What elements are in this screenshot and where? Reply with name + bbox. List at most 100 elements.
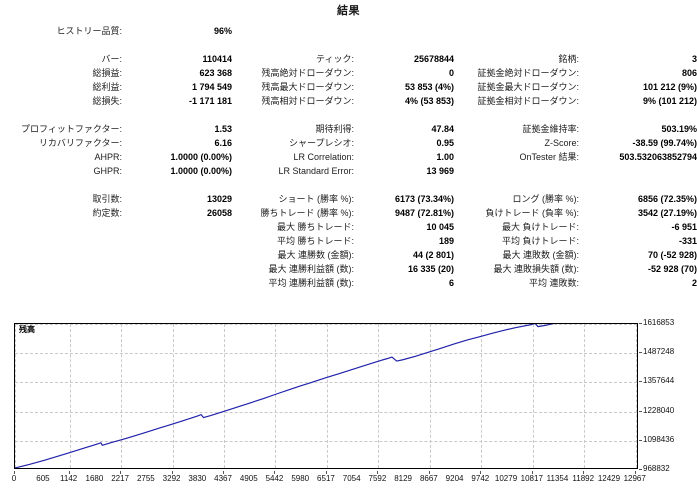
- x-tick-mark: [428, 471, 430, 474]
- stats-row: 最大 連勝利益額 (数): 16 335 (20) 最大 連敗損失額 (数): -52…: [0, 262, 697, 276]
- gridline-vertical: [532, 324, 534, 468]
- y-tick-label: 1228040: [643, 405, 675, 415]
- x-tick-label: 3292: [162, 474, 181, 483]
- stats-row: プロフィットファクター: 1.53 期待利得: 47.84 証拠金維持率: 503.19%: [0, 122, 697, 136]
- x-tick-label: 11892: [572, 474, 595, 483]
- stat-label: ショート (勝率 %):: [278, 194, 355, 204]
- stat-label: [0, 276, 122, 290]
- stat-label: Z-Score:: [544, 138, 579, 148]
- gridline-vertical: [429, 324, 431, 468]
- spacer-cell: [0, 178, 697, 192]
- x-tick-label: 5980: [291, 474, 310, 483]
- stats-row-spacer: [0, 178, 697, 192]
- gridline-vertical: [69, 324, 71, 468]
- stat-value: [579, 24, 697, 38]
- stat-label: 期待利得:: [315, 124, 354, 134]
- gridline-vertical: [121, 324, 123, 468]
- stats-row: 総利益: 1 794 549 残高最大ドローダウン: 53 853 (4%) 証拠金最大…: [0, 80, 697, 94]
- gridline-vertical: [224, 324, 226, 468]
- y-tick-mark: [639, 323, 642, 324]
- stats-row: 平均 連勝利益額 (数): 6 平均 連敗数: 2: [0, 276, 697, 290]
- stat-label: 残高絶対ドローダウン:: [261, 68, 354, 78]
- stat-value: 503.532063852794: [619, 152, 697, 162]
- stat-value: 1 794 549: [191, 82, 232, 92]
- stat-value: 503.19%: [661, 124, 697, 134]
- x-tick-mark: [68, 471, 70, 474]
- stat-value: 110414: [202, 54, 232, 64]
- gridline-vertical: [275, 324, 277, 468]
- stat-label: 平均 連勝利益額 (数):: [268, 278, 355, 288]
- y-tick-mark: [639, 410, 642, 412]
- stat-value: [579, 164, 697, 178]
- y-tick-label: 1616853: [643, 318, 675, 327]
- chart-plot-area: 残高: [14, 323, 638, 469]
- y-tick-label: 968832: [643, 464, 670, 473]
- stat-value: -52 928 (70): [647, 264, 697, 274]
- gridline-vertical: [378, 324, 380, 468]
- stat-value: 0.95: [436, 138, 454, 148]
- x-tick-label: 6517: [317, 474, 335, 483]
- stat-value: 101 212 (9%): [642, 82, 697, 92]
- stat-label: 残高最大ドローダウン:: [261, 82, 354, 92]
- stat-value: 6.16: [214, 138, 232, 148]
- stat-label: [454, 164, 579, 178]
- stat-value: -1 171 181: [188, 96, 232, 106]
- chart-x-axis: 0 605 1142 1680 2217 2755 3292 3830 4367 4905 5442…: [0, 471, 697, 491]
- x-tick-label: 1142: [60, 474, 78, 483]
- x-tick-label: 1680: [85, 474, 104, 483]
- stat-value: 16 335 (20): [407, 264, 454, 274]
- stat-label: [0, 262, 122, 276]
- stat-label: 負けトレード (負率 %):: [485, 208, 580, 218]
- x-tick-label: 12429: [597, 474, 621, 483]
- stat-value: 0: [448, 68, 454, 78]
- x-tick-mark: [377, 471, 379, 474]
- stat-value: 806: [681, 68, 697, 78]
- x-tick-label: 8667: [419, 474, 438, 483]
- stat-label: [0, 220, 122, 234]
- stat-label: 証拠金絶対ドローダウン:: [477, 68, 579, 78]
- stat-value: [122, 276, 232, 290]
- equity-chart: 残高 968832 1098436 1228040 1357644 1487248 161…: [0, 318, 697, 495]
- gridline-vertical: [481, 324, 483, 468]
- stat-value: 4% (53 853): [404, 96, 454, 106]
- stat-label: LR Standard Error:: [278, 166, 354, 176]
- stat-value: 47.84: [431, 124, 454, 134]
- x-tick-label: 0: [11, 474, 17, 483]
- stats-row: 最大 連勝数 (金額): 44 (2 801) 最大 連敗数 (金額): 70 (-5…: [0, 248, 697, 262]
- x-tick-label: 605: [36, 474, 50, 483]
- x-tick-label: 5442: [265, 474, 284, 483]
- stats-row: 約定数: 26058 勝ちトレード (勝率 %): 9487 (72.81%) 負けトレ…: [0, 206, 697, 220]
- spacer-cell: [0, 108, 697, 122]
- stat-label: ヒストリー品質:: [56, 26, 122, 36]
- stat-label: リカバリファクター:: [38, 138, 122, 148]
- stats-row: AHPR: 1.0000 (0.00%) LR Correlation: 1.00 On…: [0, 150, 697, 164]
- stat-value: 13029: [206, 194, 232, 204]
- stat-value: -331: [678, 236, 697, 246]
- stat-value: 13 969: [426, 166, 454, 176]
- stat-label: AHPR:: [94, 152, 122, 162]
- stat-label: 残高相対ドローダウン:: [261, 96, 354, 106]
- stat-value: [122, 220, 232, 234]
- gridline-horizontal: [15, 440, 637, 442]
- x-tick-mark: [274, 471, 276, 474]
- stat-label: 銘柄:: [558, 54, 579, 64]
- spacer-cell: [0, 38, 697, 52]
- y-tick-mark: [639, 469, 642, 470]
- x-tick-mark: [120, 471, 122, 474]
- stat-value: -6 951: [671, 222, 697, 232]
- x-tick-label: 4905: [239, 474, 258, 483]
- stat-label: バー:: [101, 54, 122, 64]
- x-tick-label: 11354: [546, 474, 569, 483]
- stat-value: [122, 248, 232, 262]
- stat-label: 最大 勝ちトレード:: [276, 222, 354, 232]
- stat-label: 最大 負けトレード:: [501, 222, 579, 232]
- x-tick-label: 2217: [111, 474, 130, 483]
- gridline-vertical: [635, 324, 637, 468]
- stat-value: 70 (-52 928): [647, 250, 697, 260]
- stats-row: バー: 110414 ティック: 25678844 銘柄: 3: [0, 52, 697, 66]
- stat-value: 1.0000 (0.00%): [170, 166, 232, 176]
- stats-row: 総損失: -1 171 181 残高相対ドローダウン: 4% (53 853) 証拠金相…: [0, 94, 697, 108]
- stats-row: ヒストリー品質: 96%: [0, 24, 697, 38]
- stat-value: 96%: [213, 26, 232, 36]
- stat-value: 189: [438, 236, 454, 246]
